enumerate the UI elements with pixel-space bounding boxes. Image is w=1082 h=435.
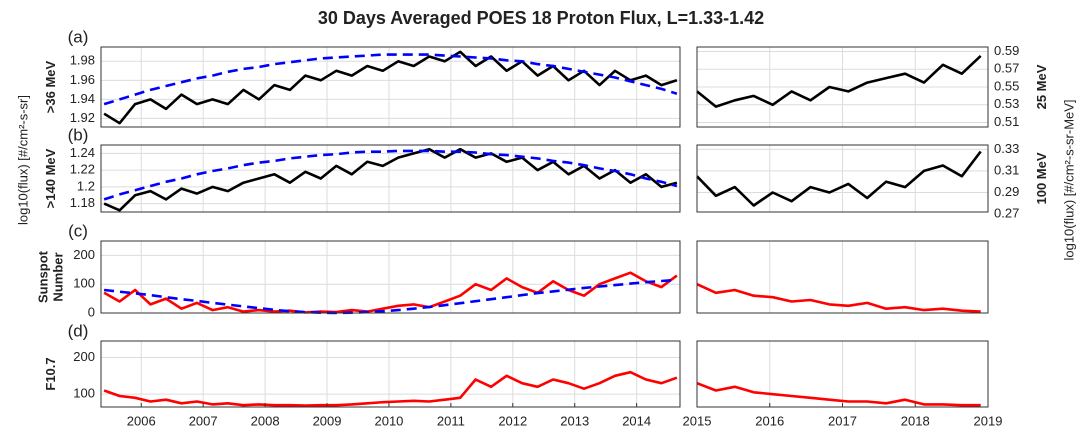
plot-frame [100,340,681,408]
plot-background [101,241,680,313]
y-axis-label-line: 25 MeV [1034,64,1049,109]
x-tick-label: 2019 [974,413,1003,428]
x-tick-label: 2011 [437,413,465,428]
y-axis-label-line: Sunspot [36,250,51,303]
y-tick-label: 0 [88,304,95,319]
panel-label: (b) [68,125,89,144]
y-axis-label: 25 MeV [1034,64,1049,109]
chart-title: 30 Days Averaged POES 18 Proton Flux, L=… [318,8,764,28]
y-tick-label: 200 [73,247,95,262]
right-axis-label: log10(flux) [#/cm²-s-sr-MeV] [1061,99,1076,260]
x-tick-label: 2013 [560,413,589,428]
x-tick-label: 2006 [127,413,156,428]
x-tick-label: 2010 [374,413,403,428]
y-axis-label: >36 MeV [43,60,58,113]
y-axis-label: SunspotNumber [36,250,66,303]
data-line [103,370,678,407]
y-axis-label-line: >36 MeV [43,60,58,113]
y-tick-label: 0.29 [994,184,1019,199]
y-tick-label: 0.31 [994,162,1019,177]
y-axis-label-line: F10.7 [43,357,58,390]
y-tick-label: 1.98 [70,53,95,68]
y-tick-label: 0.51 [994,114,1019,129]
y-tick-label: 0.33 [994,141,1019,156]
x-tick-label: 2012 [498,413,527,428]
x-tick-label: 2018 [901,413,930,428]
x-tick-label: 2008 [251,413,280,428]
x-tick-label: 2007 [189,413,218,428]
y-tick-label: 100 [73,386,95,401]
y-tick-label: 0.57 [994,61,1019,76]
data-line [696,283,981,313]
y-axis-label-line: >140 MeV [43,148,58,208]
plot-frame [696,46,989,128]
y-tick-label: 0.59 [994,43,1019,58]
panel-label: (c) [68,221,88,240]
y-axis-label-line: 100 MeV [1034,152,1049,204]
fit-line [103,149,678,201]
y-axis-label-line: Number [51,252,66,301]
x-tick-label: 2014 [622,413,651,428]
y-tick-label: 1.94 [70,91,95,106]
data-line [696,150,982,207]
plot-frame [696,240,989,314]
data-line [696,381,981,407]
fit-line [103,278,677,315]
panel-label: (d) [68,321,89,340]
y-tick-label: 1.24 [70,145,95,160]
x-tick-label: 2017 [828,413,857,428]
y-axis-label: >140 MeV [43,148,58,208]
data-line [696,54,982,108]
y-tick-label: 1.92 [70,110,95,125]
plot-background [101,47,680,127]
x-tick-label: 2015 [683,413,712,428]
y-tick-label: 0.55 [994,78,1019,93]
left-axis-label: log10(flux) [#/cm²-s-sr] [15,95,30,225]
y-tick-label: 1.96 [70,72,95,87]
y-axis-label: F10.7 [43,357,58,390]
y-tick-label: 0.53 [994,96,1019,111]
y-tick-label: 200 [73,349,95,364]
panel-label: (a) [68,27,89,46]
x-tick-label: 2016 [755,413,784,428]
y-axis-label: 100 MeV [1034,152,1049,204]
data-line [103,271,678,314]
x-tick-label: 2009 [313,413,342,428]
y-tick-label: 1.22 [70,162,95,177]
plot-frame [100,240,681,314]
fit-line [103,53,678,106]
y-tick-label: 0.27 [994,206,1019,221]
plot-frame [696,144,989,213]
data-line [103,147,678,212]
plot-background [101,145,680,212]
plot-frame [100,46,681,128]
plot-background [101,341,680,407]
y-tick-label: 1.18 [70,195,95,210]
y-tick-label: 100 [73,276,95,291]
y-tick-label: 1.2 [77,178,95,193]
plot-frame [100,144,681,213]
